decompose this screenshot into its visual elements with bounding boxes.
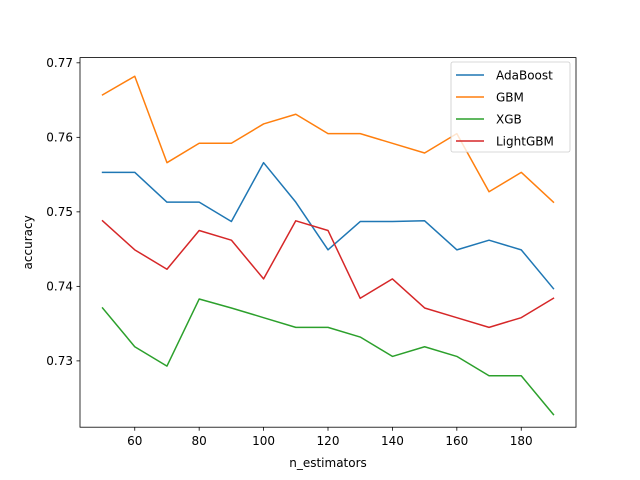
y-axis-ticks: 0.73 0.74 0.75 0.76 0.77 (46, 56, 80, 368)
x-tick-label: 120 (317, 434, 340, 448)
series-line-lightgbm (101, 219, 555, 329)
series-line-adaboost (101, 161, 555, 290)
legend-label-lightgbm: LightGBM (496, 134, 554, 148)
series-line-gbm (101, 75, 555, 204)
legend-label-xgb: XGB (496, 112, 522, 126)
x-tick-label: 80 (192, 434, 207, 448)
x-tick-label: 60 (127, 434, 142, 448)
x-tick-label: 140 (381, 434, 404, 448)
y-tick-label: 0.75 (46, 205, 73, 219)
y-tick-label: 0.77 (46, 56, 73, 70)
y-axis-label: accuracy (21, 215, 35, 269)
x-axis-ticks: 60 80 100 120 140 160 180 (127, 427, 533, 448)
legend-box (450, 61, 571, 153)
x-tick-label: 160 (445, 434, 468, 448)
y-tick-label: 0.76 (46, 131, 73, 145)
legend: AdaBoost GBM XGB LightGBM (450, 61, 571, 153)
x-tick-label: 100 (252, 434, 275, 448)
series-line-xgb (101, 298, 555, 416)
legend-label-adaboost: AdaBoost (496, 68, 553, 82)
series-lines (101, 75, 555, 416)
y-tick-label: 0.73 (46, 354, 73, 368)
y-tick-label: 0.74 (46, 280, 73, 294)
x-axis-label: n_estimators (289, 456, 367, 470)
x-tick-label: 180 (510, 434, 533, 448)
legend-label-gbm: GBM (496, 90, 524, 104)
